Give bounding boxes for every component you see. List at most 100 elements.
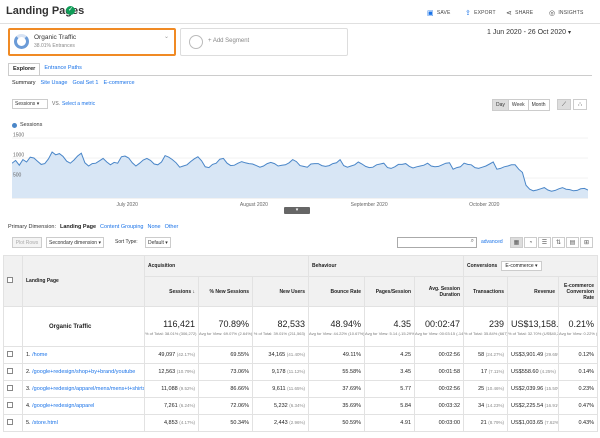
row-metric-cell: 37.69% xyxy=(308,380,366,398)
row-select-cell xyxy=(3,414,23,432)
add-segment-button[interactable]: + Add Segment xyxy=(180,28,348,56)
row-checkbox[interactable] xyxy=(7,368,13,374)
advanced-filter-link[interactable]: advanced xyxy=(481,239,503,245)
row-number: 2. xyxy=(26,369,31,375)
row-checkbox[interactable] xyxy=(7,351,13,357)
row-metric-cell: 5.77 xyxy=(364,380,416,398)
secondary-dimension-select[interactable]: Secondary dimension ▾ xyxy=(46,237,104,248)
col-revenue[interactable]: Revenue xyxy=(507,276,560,307)
table-controls: Plot Rows Secondary dimension ▾ Sort Typ… xyxy=(12,237,593,249)
chevron-down-icon: ▾ xyxy=(568,30,572,36)
tab-entrance-paths[interactable]: Entrance Paths xyxy=(44,65,82,71)
totals-value: 82,533 xyxy=(277,319,306,329)
row-metric-cell: 4,853 (4.17%) xyxy=(144,414,199,432)
table-group-header-row: Landing Page Acquisition Behaviour Conve… xyxy=(3,255,599,307)
col-pages-session[interactable]: Pages/Session xyxy=(364,276,416,307)
week-button[interactable]: Week xyxy=(509,100,529,110)
row-metric-cell: US$1,003.65 (7.62%) xyxy=(507,414,560,432)
landing-page-cell: 1. /home xyxy=(22,346,145,364)
landing-page-link[interactable]: /home xyxy=(32,352,48,358)
totals-cell: 4.35 Avg for View: 5.14 (-15.29%) xyxy=(364,306,416,347)
select-all-checkbox[interactable] xyxy=(7,277,13,283)
row-checkbox[interactable] xyxy=(7,402,13,408)
dimension-header[interactable]: Landing Page xyxy=(22,255,145,307)
row-select-cell xyxy=(3,346,23,364)
row-share: (15.50%) xyxy=(544,386,558,391)
line-chart-icon[interactable]: ⟋ xyxy=(557,99,571,110)
sort-type-select[interactable]: Default ▾ xyxy=(145,237,171,248)
pie-chart-view-icon[interactable]: ◔ xyxy=(524,237,537,248)
landing-pages-table: Landing Page Acquisition Behaviour Conve… xyxy=(3,255,599,432)
secondary-dimension-label: Secondary dimension xyxy=(49,240,98,246)
row-metric-cell: 11,088 (9.52%) xyxy=(144,380,199,398)
table-search-input[interactable]: ⌕ xyxy=(397,237,477,248)
landing-page-link[interactable]: /google+redesign/apparel xyxy=(32,403,95,409)
tab-explorer[interactable]: Explorer xyxy=(8,63,41,75)
totals-subtext: % of Total: 39.01% (211,563) xyxy=(253,331,306,336)
row-metric-cell: 0.43% xyxy=(558,414,599,432)
landing-page-link[interactable]: /google+redesign/apparel/mens/mens+t+shi… xyxy=(32,386,145,392)
date-range-picker[interactable]: 1 Jun 2020 - 26 Oct 2020 ▾ xyxy=(487,29,571,36)
col-avg-duration[interactable]: Avg. Session Duration xyxy=(414,276,465,307)
dimension-content-grouping[interactable]: Content Grouping xyxy=(100,224,144,230)
table-row[interactable]: 5. /store.html 4,853 (4.17%) 50.34% 2,443 (… xyxy=(3,414,599,432)
dimension-none[interactable]: None xyxy=(147,224,161,230)
term-cloud-view-icon[interactable]: ▤ xyxy=(566,237,579,248)
row-metric-value: 25 xyxy=(478,386,485,392)
share-button[interactable]: ⋖ SHARE xyxy=(506,9,533,17)
performance-view-icon[interactable]: ☰ xyxy=(538,237,551,248)
data-table-view-icon[interactable]: ▦ xyxy=(510,237,523,248)
subtab-ecommerce[interactable]: E-commerce xyxy=(103,80,135,86)
select-metric-link[interactable]: Select a metric xyxy=(62,101,96,107)
row-checkbox[interactable] xyxy=(7,385,13,391)
month-button[interactable]: Month xyxy=(531,102,546,108)
table-row[interactable]: 2. /google+redesign/shop+by+brand/youtub… xyxy=(3,363,599,381)
row-share: (2.96%) xyxy=(289,420,306,425)
y-tick-label: 500 xyxy=(13,173,22,179)
subtab-summary[interactable]: Summary xyxy=(12,80,36,86)
col-conversion-rate[interactable]: E-commerce Conversion Rate xyxy=(558,276,599,307)
totals-value: 70.89% xyxy=(218,319,249,329)
row-number: 1. xyxy=(26,352,31,358)
conversion-type-select[interactable]: E-commerce ▾ xyxy=(501,261,542,271)
search-icon[interactable]: ⌕ xyxy=(470,238,474,244)
row-checkbox[interactable] xyxy=(7,419,13,425)
subtab-site-usage[interactable]: Site Usage xyxy=(40,80,68,86)
plot-rows-button[interactable]: Plot Rows xyxy=(12,237,42,248)
table-row[interactable]: 4. /google+redesign/apparel 7,261 (6.24%)… xyxy=(3,397,599,415)
table-row[interactable]: 1. /home 49,097 (42.17%) 69.55% 34,165 (41.… xyxy=(3,346,599,364)
col-new-sessions[interactable]: % New Sessions xyxy=(198,276,253,307)
primary-dimension-current[interactable]: Landing Page xyxy=(59,224,97,230)
export-button[interactable]: ⇪ EXPORT xyxy=(465,9,496,17)
insights-button[interactable]: ◎ INSIGHTS xyxy=(549,9,584,17)
col-new-users[interactable]: New Users xyxy=(251,276,310,307)
col-bounce-rate[interactable]: Bounce Rate xyxy=(308,276,366,307)
chevron-down-icon[interactable]: ⌄ xyxy=(163,34,169,40)
landing-page-link[interactable]: /store.html xyxy=(32,420,58,426)
dimension-other[interactable]: Other xyxy=(164,224,179,230)
col-transactions[interactable]: Transactions xyxy=(463,276,509,307)
table-row[interactable]: 3. /google+redesign/apparel/mens/mens+t+… xyxy=(3,380,599,398)
comparison-view-icon[interactable]: ⇅ xyxy=(552,237,565,248)
totals-subtext: Avg for View: 69.07% (2.64%) xyxy=(199,331,253,336)
pivot-view-icon[interactable]: ⊞ xyxy=(580,237,593,248)
row-metric-value: US$558.60 xyxy=(511,369,539,375)
chart-legend: Sessions xyxy=(12,122,42,128)
save-button[interactable]: ▣ SAVE xyxy=(427,9,451,17)
row-metric-cell: 9,611 (11.65%) xyxy=(251,380,310,398)
subtab-goal-set-1[interactable]: Goal Set 1 xyxy=(72,80,99,86)
totals-subtext: Avg for View: 44.22% (10.67%) xyxy=(309,331,365,336)
row-metric-value: US$3,901.49 xyxy=(511,352,544,358)
day-button[interactable]: Day xyxy=(493,100,509,110)
row-metric-value: 49,097 xyxy=(158,352,176,358)
col-sessions[interactable]: Sessions ↓ xyxy=(144,276,199,307)
row-metric-value: US$2,225.54 xyxy=(511,403,544,409)
segment-ring-icon xyxy=(14,34,29,49)
collapse-chart-button[interactable]: ▾ xyxy=(284,207,310,214)
totals-blank-cell xyxy=(3,306,23,347)
segment-organic-traffic[interactable]: Organic Traffic 38.01% Entrances ⌄ xyxy=(8,28,176,56)
sort-type-label: Sort Type: xyxy=(115,239,138,245)
landing-page-link[interactable]: /google+redesign/shop+by+brand/youtube xyxy=(32,369,136,375)
metric-select[interactable]: Sessions ▾ xyxy=(12,99,48,109)
motion-chart-icon[interactable]: ∴ xyxy=(573,99,587,110)
